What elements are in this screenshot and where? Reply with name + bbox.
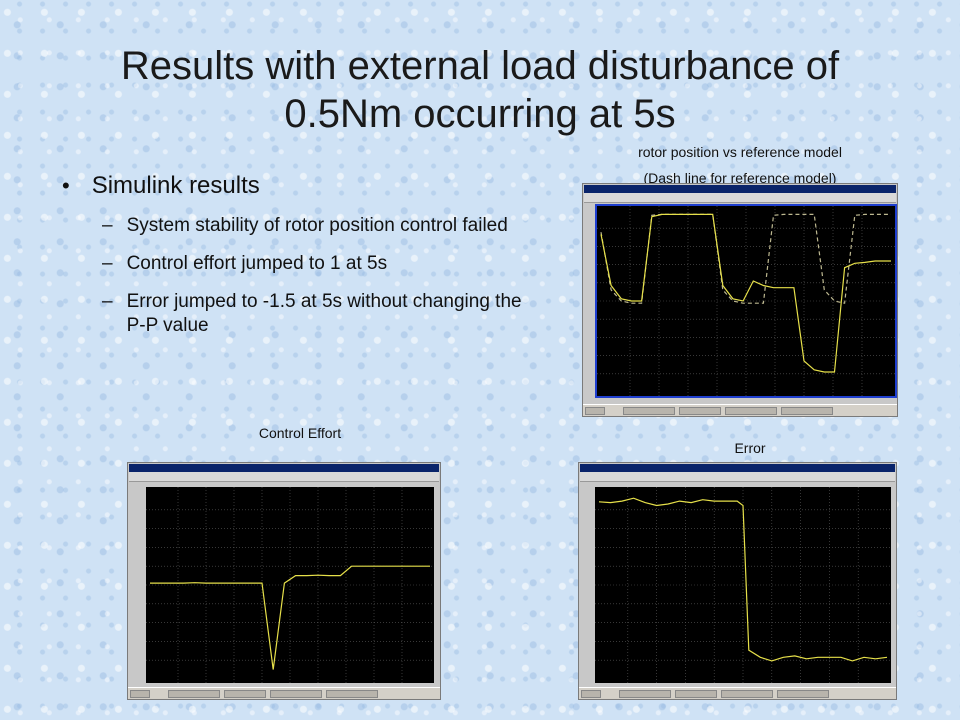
sub-bullet: – System stability of rotor position con… bbox=[102, 214, 522, 238]
taskbar[interactable] bbox=[579, 687, 896, 699]
dash-icon: – bbox=[102, 215, 113, 236]
sub-bullet: – Error jumped to -1.5 at 5s without cha… bbox=[102, 290, 522, 338]
reference-trace bbox=[600, 213, 891, 304]
window-titlebar[interactable] bbox=[584, 185, 896, 193]
error-caption: Error bbox=[734, 440, 766, 456]
taskbar-item[interactable] bbox=[619, 690, 671, 698]
slide-title-line-2: 0.5Nm occurring at 5s bbox=[284, 92, 676, 136]
dash-icon: – bbox=[102, 291, 113, 312]
rotor-chart bbox=[597, 206, 895, 396]
sub-bullet-label: System stability of rotor position contr… bbox=[126, 215, 508, 236]
start-button[interactable] bbox=[581, 690, 601, 698]
taskbar-item[interactable] bbox=[270, 690, 322, 698]
sub-bullet-label: Error jumped to -1.5 at 5s without chang… bbox=[126, 291, 522, 336]
start-button[interactable] bbox=[585, 407, 605, 415]
bullet-main-label: Simulink results bbox=[91, 172, 260, 199]
slide-title: Results with external load disturbance o… bbox=[0, 42, 960, 138]
taskbar[interactable] bbox=[583, 404, 897, 416]
start-button[interactable] bbox=[130, 690, 150, 698]
rotor-caption-line-1: rotor position vs reference model bbox=[638, 144, 842, 160]
window-titlebar[interactable] bbox=[129, 464, 439, 472]
dash-icon: – bbox=[102, 253, 113, 274]
taskbar-item[interactable] bbox=[725, 407, 777, 415]
window-menubar[interactable] bbox=[129, 472, 439, 482]
rotor-plot bbox=[595, 204, 897, 398]
bullet-simulink-results: • Simulink results bbox=[62, 172, 522, 200]
signal-trace bbox=[150, 565, 430, 670]
control-effort-caption: Control Effort bbox=[258, 425, 342, 441]
rotor-scope-window[interactable] bbox=[582, 183, 898, 417]
control-effort-plot bbox=[146, 487, 434, 683]
control-effort-chart bbox=[146, 487, 434, 683]
window-titlebar[interactable] bbox=[580, 464, 895, 472]
taskbar-item[interactable] bbox=[721, 690, 773, 698]
error-chart bbox=[595, 487, 891, 683]
taskbar-item[interactable] bbox=[679, 407, 721, 415]
window-menubar[interactable] bbox=[580, 472, 895, 482]
rotor-caption: rotor position vs reference model (Dash … bbox=[585, 139, 895, 191]
sub-bullet: – Control effort jumped to 1 at 5s bbox=[102, 252, 522, 276]
sub-bullet-label: Control effort jumped to 1 at 5s bbox=[126, 253, 388, 274]
taskbar-item[interactable] bbox=[168, 690, 220, 698]
error-plot bbox=[595, 487, 891, 683]
error-window[interactable] bbox=[578, 462, 897, 700]
taskbar-item[interactable] bbox=[623, 407, 675, 415]
taskbar[interactable] bbox=[128, 687, 440, 699]
signal-trace bbox=[598, 497, 888, 662]
taskbar-item[interactable] bbox=[326, 690, 378, 698]
taskbar-item[interactable] bbox=[777, 690, 829, 698]
signal-trace bbox=[600, 213, 891, 373]
taskbar-item[interactable] bbox=[781, 407, 833, 415]
window-menubar[interactable] bbox=[584, 193, 896, 203]
control-effort-window[interactable] bbox=[127, 462, 441, 700]
rotor-caption-line-2: (Dash line for reference model) bbox=[643, 170, 837, 186]
bullet-list: • Simulink results – System stability of… bbox=[62, 172, 522, 352]
bullet-dot-icon: • bbox=[62, 173, 70, 198]
taskbar-item[interactable] bbox=[675, 690, 717, 698]
taskbar-item[interactable] bbox=[224, 690, 266, 698]
slide-title-line-1: Results with external load disturbance o… bbox=[120, 44, 840, 88]
